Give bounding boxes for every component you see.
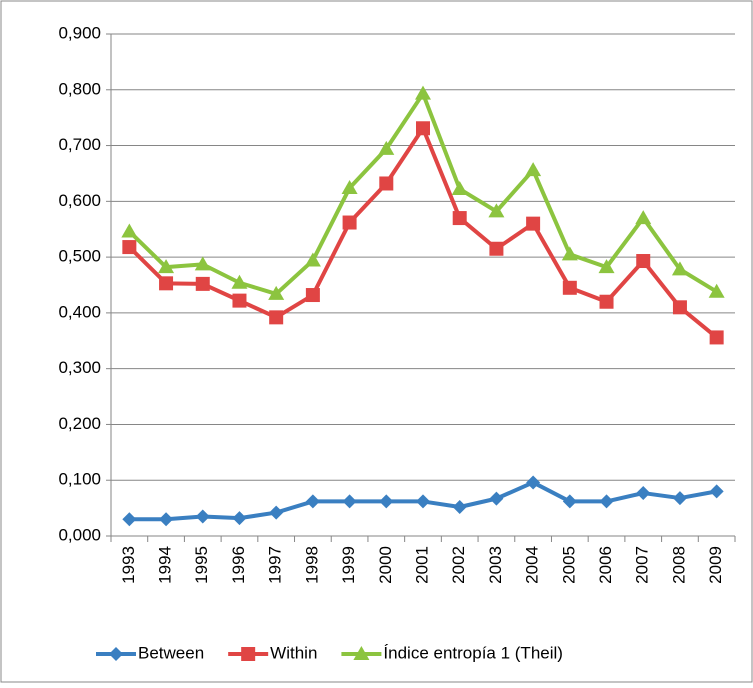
data-point (231, 274, 248, 289)
data-point (671, 261, 688, 276)
y-tick-label: 0,000 (58, 525, 101, 544)
y-tick-label: 0,600 (58, 191, 101, 210)
data-point (452, 211, 467, 226)
legend-marker (241, 647, 256, 661)
data-point (525, 162, 542, 177)
legend-label: Within (270, 643, 317, 662)
x-tick-label: 2005 (559, 546, 578, 584)
data-point (378, 140, 395, 155)
x-tick-label: 1997 (266, 546, 285, 584)
x-tick-label: 2008 (669, 546, 688, 584)
data-point (672, 300, 687, 315)
data-point (489, 241, 504, 256)
x-tick-label: 2000 (376, 546, 395, 584)
x-tick-label: 2007 (633, 546, 652, 584)
x-tick-label: 2003 (486, 546, 505, 584)
x-tick-label: 2004 (523, 546, 542, 584)
data-point (232, 511, 247, 526)
data-point (379, 176, 394, 191)
data-point (159, 512, 174, 527)
x-tick-label: 2009 (706, 546, 725, 584)
data-point (305, 494, 320, 509)
y-tick-label: 0,700 (58, 135, 101, 154)
data-point (526, 216, 541, 231)
data-point (159, 276, 174, 291)
data-point (232, 293, 247, 308)
data-point (452, 499, 467, 514)
y-tick-label: 0,400 (58, 302, 101, 321)
data-point (194, 256, 211, 271)
x-tick-label: 2006 (596, 546, 615, 584)
data-point (122, 512, 137, 527)
x-tick-label: 1999 (339, 546, 358, 584)
data-point (342, 494, 357, 509)
y-tick-label: 0,500 (58, 247, 101, 266)
y-tick-label: 0,100 (58, 470, 101, 489)
data-point (122, 240, 137, 255)
data-point (121, 223, 138, 238)
data-point (636, 254, 651, 269)
data-point (526, 475, 541, 490)
y-tick-label: 0,900 (58, 23, 101, 42)
data-point (489, 491, 504, 506)
data-point (598, 259, 615, 274)
data-point (709, 484, 724, 499)
legend-marker (109, 647, 123, 661)
data-point (341, 179, 358, 194)
data-point (636, 486, 651, 501)
x-tick-label: 1998 (302, 546, 321, 584)
data-point (342, 215, 357, 230)
data-point (599, 294, 614, 309)
data-point (708, 283, 725, 298)
data-point (709, 330, 724, 345)
data-point (269, 310, 284, 325)
data-point (379, 494, 394, 509)
legend-marker (353, 646, 370, 660)
data-point (562, 494, 577, 509)
data-point (268, 285, 285, 300)
data-point (672, 491, 687, 506)
x-tick-label: 1993 (119, 546, 138, 584)
data-point (599, 494, 614, 509)
legend-label: Índice entropía 1 (Theil) (383, 643, 563, 662)
data-point (562, 280, 577, 295)
x-tick-label: 1995 (192, 546, 211, 584)
data-point (416, 121, 430, 136)
data-point (195, 276, 210, 291)
data-point (635, 210, 652, 225)
x-tick-label: 2001 (412, 546, 431, 584)
data-point (195, 509, 210, 524)
x-tick-label: 1996 (229, 546, 248, 584)
data-point (416, 494, 430, 509)
data-point (451, 181, 468, 196)
data-point (305, 288, 320, 303)
data-point (415, 85, 431, 100)
x-tick-label: 1994 (156, 546, 175, 584)
legend-label: Between (138, 643, 204, 662)
data-point (269, 505, 284, 520)
x-tick-label: 2002 (449, 546, 468, 584)
data-point (488, 203, 505, 218)
data-point (304, 252, 321, 267)
data-point (561, 246, 578, 261)
y-tick-label: 0,800 (58, 79, 101, 98)
y-tick-label: 0,300 (58, 358, 101, 377)
y-tick-label: 0,200 (58, 414, 101, 433)
data-point (158, 259, 175, 274)
